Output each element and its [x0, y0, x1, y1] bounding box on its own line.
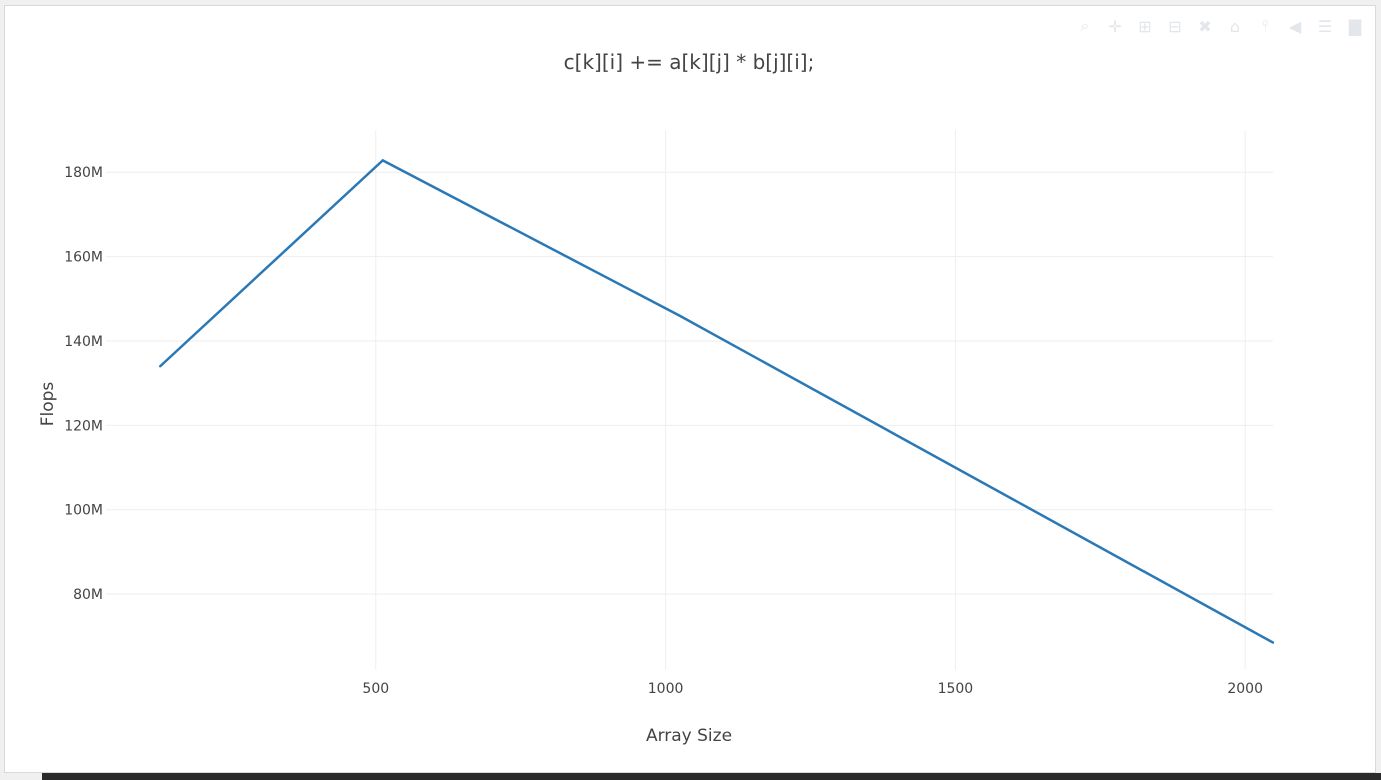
zoom-icon[interactable]: ⌕	[1080, 16, 1090, 35]
data-point[interactable]	[158, 365, 162, 368]
x-tick-label: 1000	[648, 681, 684, 697]
plot-container: ⌕ ✛ ⊞ ⊟ ✖ ⌂ ⫯ ◀ ☰ ▇	[4, 5, 1376, 773]
y-tick-label: 140M	[64, 334, 103, 350]
series-line	[159, 159, 1274, 644]
x-axis-ticks: 500 1000 1500 2000	[362, 681, 1263, 697]
zoom-out-icon[interactable]: ⊟	[1168, 16, 1182, 36]
window-bottom-bar	[42, 773, 1381, 780]
x-tick-label: 500	[362, 681, 389, 697]
data-point[interactable]	[678, 314, 681, 317]
y-axis-label: Flops	[38, 382, 58, 427]
plotly-logo-icon[interactable]: ▇	[1348, 16, 1362, 36]
modebar: ⌕ ✛ ⊞ ⊟ ✖ ⌂ ⫯ ◀ ☰ ▇	[1075, 16, 1365, 36]
y-tick-label: 100M	[64, 503, 103, 519]
data-point[interactable]	[1271, 641, 1275, 644]
autoscale-icon[interactable]: ✖	[1198, 16, 1212, 36]
chart-title: c[k][i] += a[k][j] * b[j][i];	[564, 50, 815, 74]
y-axis-ticks: 80M 100M 120M 140M 160M 180M	[64, 165, 103, 603]
x-tick-label: 2000	[1227, 681, 1263, 697]
y-tick-label: 80M	[73, 587, 103, 603]
reset-axes-icon[interactable]: ⌂	[1229, 16, 1241, 36]
data-point[interactable]	[381, 159, 384, 162]
x-tick-label: 1500	[938, 681, 974, 697]
y-tick-label: 160M	[64, 250, 103, 266]
zoom-in-icon[interactable]: ⊞	[1138, 16, 1152, 36]
x-axis-label: Array Size	[646, 726, 732, 746]
pan-icon[interactable]: ✛	[1108, 16, 1122, 36]
y-tick-label: 180M	[64, 165, 103, 181]
hover-closest-icon[interactable]: ◀	[1288, 16, 1302, 36]
y-tick-label: 120M	[64, 418, 103, 434]
spike-lines-icon[interactable]: ⫯	[1261, 16, 1269, 35]
series-layer	[158, 159, 1275, 644]
hover-compare-icon[interactable]: ☰	[1317, 16, 1333, 36]
grid-lines	[106, 130, 1273, 670]
